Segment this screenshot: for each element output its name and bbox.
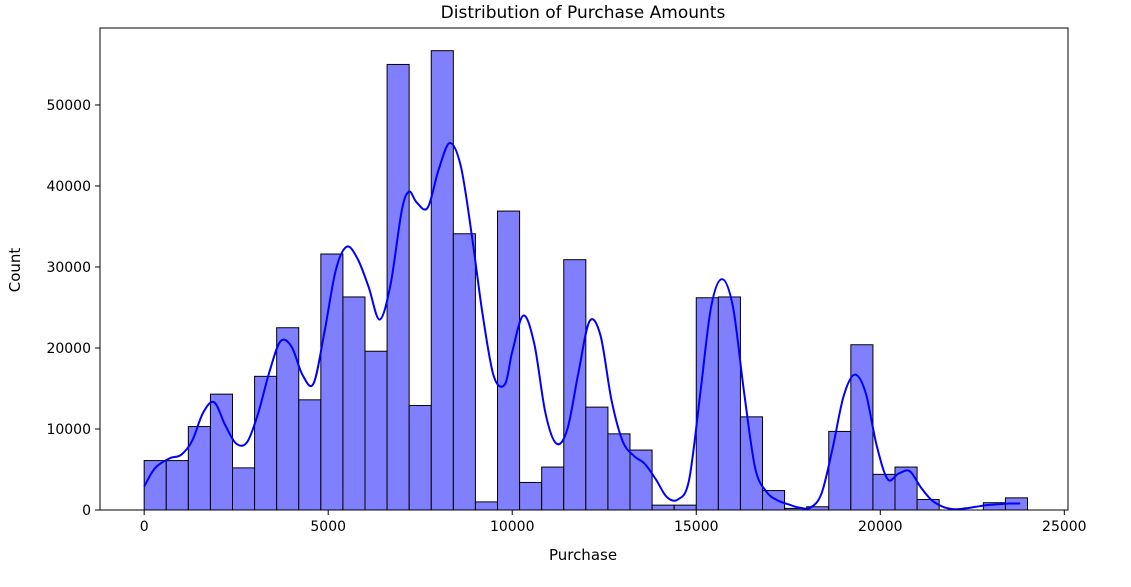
histogram-bars xyxy=(143,50,1029,511)
kde-curve-group xyxy=(143,142,1021,511)
histogram-bar xyxy=(673,504,697,511)
y-tick-label: 50000 xyxy=(46,98,91,114)
histogram-bar xyxy=(430,50,454,511)
y-axis-label: Count xyxy=(6,248,24,293)
histogram-bar xyxy=(342,296,366,511)
histogram-bar xyxy=(651,504,675,511)
y-tick-label: 30000 xyxy=(46,260,91,276)
histogram-bar xyxy=(254,375,278,511)
histogram-bar xyxy=(629,449,653,511)
histogram-bar xyxy=(739,416,764,511)
histogram-bar xyxy=(187,426,211,511)
x-tick-label: 15000 xyxy=(674,519,719,535)
histogram-bar xyxy=(563,259,587,511)
histogram-bar xyxy=(850,344,874,511)
y-tick-label: 40000 xyxy=(46,179,91,195)
histogram-bar xyxy=(541,466,565,511)
histogram-bar xyxy=(474,501,499,511)
chart-title: Distribution of Purchase Amounts xyxy=(441,3,726,23)
x-tick-label: 20000 xyxy=(858,519,903,535)
histogram-bar xyxy=(828,430,852,511)
histogram-bar xyxy=(364,350,388,511)
histogram-bar xyxy=(519,481,543,511)
y-tick-label: 20000 xyxy=(46,341,91,357)
histogram-bar xyxy=(585,406,609,511)
histogram-bar xyxy=(452,233,476,511)
x-tick-label: 10000 xyxy=(490,519,535,535)
x-tick-label: 0 xyxy=(140,519,149,535)
histogram-bar xyxy=(209,393,234,511)
x-tick-label: 25000 xyxy=(1042,519,1087,535)
histogram-bar xyxy=(298,399,322,511)
x-axis-label: Purchase xyxy=(549,546,617,564)
y-tick-label: 0 xyxy=(82,503,91,519)
histogram-bar xyxy=(497,210,521,511)
plot-frame xyxy=(99,27,1069,511)
histogram-bar xyxy=(607,433,631,511)
histogram-bar xyxy=(916,498,940,511)
kde-curve xyxy=(143,142,1021,511)
histogram-bar xyxy=(232,467,256,511)
histogram-bar xyxy=(762,490,786,511)
histogram-bar xyxy=(408,404,432,511)
x-tick-label: 5000 xyxy=(310,519,346,535)
y-tick-label: 10000 xyxy=(46,422,91,438)
plot-axes: 0 5000 10000 15000 20000 25000 0 10000 20000 3000… xyxy=(46,27,1087,535)
histogram-bar xyxy=(165,460,189,511)
